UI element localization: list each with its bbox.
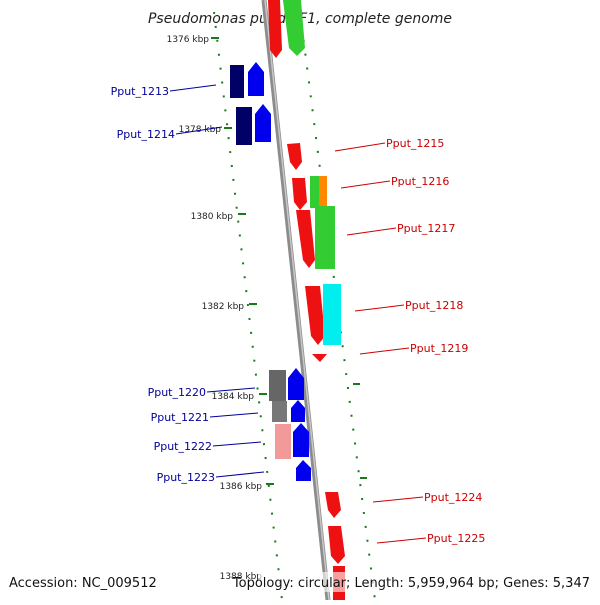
gene-box-gray[interactable] bbox=[272, 401, 287, 422]
ruler-label: 1380 kbp bbox=[191, 212, 234, 222]
gene-arrow-blue[interactable] bbox=[293, 423, 309, 457]
backbone bbox=[261, 0, 331, 601]
right-dotted-track bbox=[299, 11, 376, 601]
ruler-label: 1376 kbp bbox=[167, 35, 210, 45]
gene-box-navy[interactable] bbox=[230, 65, 244, 98]
left-dotted-track bbox=[213, 11, 283, 601]
gene-arrow-red[interactable] bbox=[292, 178, 307, 210]
gene-features bbox=[230, 0, 345, 600]
gene-label-pput-1218[interactable]: Pput_1218 bbox=[405, 299, 463, 312]
gene-arrow-red[interactable] bbox=[305, 286, 325, 345]
leader-line bbox=[346, 227, 397, 236]
gene-label-pput-1225[interactable]: Pput_1225 bbox=[427, 532, 485, 545]
leader-line bbox=[169, 84, 217, 92]
gene-label-pput-1213[interactable]: Pput_1213 bbox=[111, 85, 169, 98]
gene-arrow-red[interactable] bbox=[325, 492, 341, 518]
leader-line bbox=[354, 304, 405, 312]
gene-arrow-blue[interactable] bbox=[296, 460, 311, 481]
leader-line bbox=[215, 471, 265, 478]
gene-labels: Pput_1213 Pput_1214 Pput_1220 Pput_1221 … bbox=[111, 84, 485, 545]
leader-line bbox=[340, 180, 391, 189]
leader-line bbox=[334, 142, 386, 152]
gene-box-pink[interactable] bbox=[275, 424, 291, 459]
ruler-label: 1384 kbp bbox=[212, 392, 255, 402]
gene-arrow-blue[interactable] bbox=[255, 104, 271, 142]
gene-box-green[interactable] bbox=[310, 176, 319, 208]
gene-label-pput-1222[interactable]: Pput_1222 bbox=[154, 440, 212, 453]
gene-arrow-red[interactable] bbox=[287, 143, 302, 170]
gene-box-orange[interactable] bbox=[319, 176, 327, 208]
leader-line bbox=[372, 496, 424, 503]
leader-line bbox=[212, 441, 262, 447]
backbone-highlight bbox=[264, 0, 330, 601]
backbone-line bbox=[261, 0, 331, 601]
gene-arrow-red[interactable] bbox=[328, 526, 345, 564]
gene-arrow-green[interactable] bbox=[283, 0, 305, 56]
gene-arrow-red[interactable] bbox=[296, 210, 315, 268]
leader-line bbox=[376, 537, 427, 544]
dotted-tracks bbox=[213, 11, 376, 601]
gene-label-pput-1216[interactable]: Pput_1216 bbox=[391, 175, 449, 188]
gene-label-pput-1214[interactable]: Pput_1214 bbox=[117, 128, 175, 141]
gene-box-navy[interactable] bbox=[236, 107, 252, 145]
gene-arrow-red[interactable] bbox=[268, 0, 282, 58]
leader-line bbox=[206, 387, 256, 393]
gene-box-gray[interactable] bbox=[269, 370, 286, 401]
right-markers bbox=[353, 383, 367, 479]
gene-label-pput-1224[interactable]: Pput_1224 bbox=[424, 491, 482, 504]
gene-label-pput-1217[interactable]: Pput_1217 bbox=[397, 222, 455, 235]
gene-arrow-blue[interactable] bbox=[288, 368, 304, 400]
ruler-label: 1382 kbp bbox=[202, 302, 245, 312]
footer-backdrop bbox=[258, 572, 594, 592]
gene-arrow-blue[interactable] bbox=[291, 400, 305, 422]
accession-text: Accession: NC_009512 bbox=[9, 576, 157, 591]
gene-label-pput-1221[interactable]: Pput_1221 bbox=[151, 411, 209, 424]
ruler-label: 1386 kbp bbox=[220, 482, 263, 492]
leader-line bbox=[209, 412, 259, 418]
gene-label-pput-1223[interactable]: Pput_1223 bbox=[157, 471, 215, 484]
gene-box-green[interactable] bbox=[315, 206, 335, 269]
leader-line bbox=[359, 347, 410, 355]
gene-label-pput-1219[interactable]: Pput_1219 bbox=[410, 342, 468, 355]
gene-label-pput-1215[interactable]: Pput_1215 bbox=[386, 137, 444, 150]
gene-label-pput-1220[interactable]: Pput_1220 bbox=[148, 386, 206, 399]
gene-arrow-red[interactable] bbox=[312, 354, 327, 362]
genome-summary-text: Topology: circular; Length: 5,959,964 bp… bbox=[232, 576, 590, 591]
leader-line bbox=[175, 126, 223, 135]
ruler-label: 1388 kbp bbox=[220, 572, 263, 582]
gene-box-cyan[interactable] bbox=[323, 284, 341, 345]
gene-arrow-blue[interactable] bbox=[248, 62, 264, 96]
